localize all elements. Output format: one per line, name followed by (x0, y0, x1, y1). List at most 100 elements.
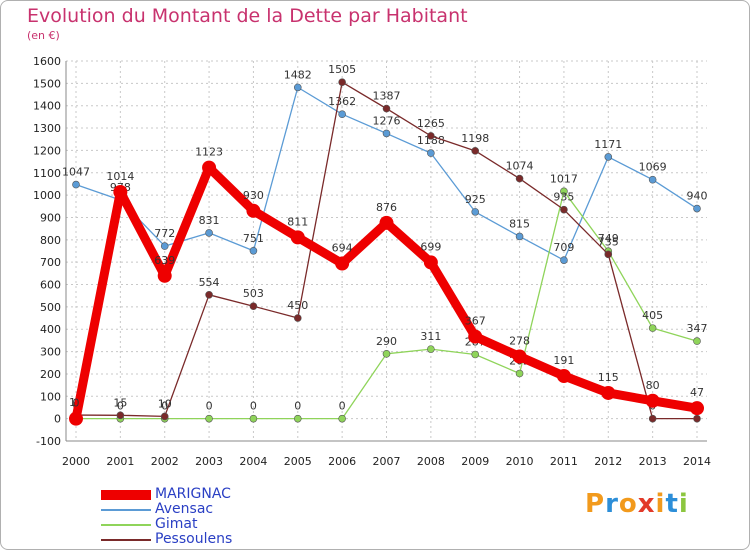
data-point-marignac (113, 184, 128, 199)
y-tick-label: 200 (40, 368, 61, 381)
data-label-marignac: 876 (376, 201, 397, 214)
proxiti-logo: Proxiti (585, 489, 689, 519)
y-tick-label: 1000 (33, 189, 61, 202)
data-label-gimat: 0 (161, 400, 168, 413)
legend-label: Avensac (155, 501, 214, 517)
data-point-gimat (648, 324, 657, 332)
data-point-pessoulens (560, 205, 568, 214)
legend-swatch (101, 508, 151, 511)
data-label-marignac: 930 (243, 189, 264, 202)
data-label-avensac: 1188 (417, 134, 445, 147)
data-point-marignac (556, 368, 571, 383)
y-tick-label: 1200 (33, 144, 61, 157)
data-label-avensac: 1069 (639, 161, 667, 174)
data-label-marignac: 278 (509, 335, 530, 348)
data-label-gimat: 405 (642, 309, 663, 322)
data-point-marignac (290, 230, 305, 245)
data-point-avensac (604, 153, 613, 161)
legend-item-gimat: Gimat (101, 517, 232, 532)
data-point-gimat (382, 350, 391, 358)
data-point-avensac (160, 242, 169, 250)
data-point-gimat (471, 350, 480, 359)
data-point-gimat (338, 414, 346, 423)
data-label-pessoulens: 735 (598, 235, 619, 248)
data-label-avensac: 925 (465, 193, 486, 206)
data-label-gimat: 0 (339, 400, 346, 413)
data-point-pessoulens (382, 104, 391, 113)
data-label-marignac: 191 (553, 354, 574, 367)
x-tick-label: 2013 (639, 455, 667, 468)
data-label-marignac: 115 (598, 371, 619, 384)
x-tick-label: 2000 (62, 455, 90, 468)
x-tick-label: 2004 (239, 455, 267, 468)
data-label-marignac: 367 (465, 315, 486, 328)
data-label-gimat: 311 (420, 330, 441, 343)
data-label-avensac: 831 (199, 214, 220, 227)
data-point-pessoulens (693, 414, 701, 423)
data-point-avensac (427, 149, 435, 157)
data-label-pessoulens: 15 (113, 396, 127, 409)
data-point-avensac (560, 256, 568, 264)
data-point-gimat (693, 337, 701, 345)
legend-item-marignac: MARIGNAC (101, 487, 232, 502)
data-label-pessoulens: 554 (199, 276, 220, 289)
data-label-avensac: 1362 (328, 95, 356, 108)
data-label-pessoulens: 1265 (417, 117, 445, 130)
data-point-gimat (427, 345, 435, 353)
unit-label: (en €) (27, 29, 60, 42)
data-point-avensac (648, 175, 657, 184)
data-point-gimat (205, 414, 213, 423)
data-point-marignac (69, 411, 83, 426)
legend-label: Gimat (155, 516, 198, 532)
y-tick-label: 900 (40, 211, 61, 224)
y-tick-label: -100 (36, 435, 61, 448)
data-label-gimat: 0 (250, 400, 257, 413)
data-point-avensac (471, 208, 480, 216)
data-label-pessoulens: 450 (287, 299, 308, 312)
y-tick-label: 1600 (33, 55, 61, 68)
data-label-marignac: 639 (154, 254, 175, 267)
data-label-marignac: 1123 (195, 146, 223, 159)
data-label-avensac: 772 (154, 227, 175, 240)
data-point-avensac (693, 204, 701, 213)
data-label-marignac: 47 (690, 386, 704, 399)
y-tick-label: 800 (40, 234, 61, 247)
x-tick-label: 2012 (594, 455, 622, 468)
legend-swatch (101, 523, 151, 526)
legend-label: Pessoulens (155, 531, 233, 547)
data-label-pessoulens: 1505 (328, 63, 356, 76)
data-point-marignac (690, 401, 704, 416)
legend-swatch (101, 538, 151, 541)
data-label-gimat: 0 (206, 400, 213, 413)
data-point-marignac (202, 160, 217, 175)
x-tick-label: 2006 (328, 455, 356, 468)
y-tick-label: 700 (40, 256, 61, 269)
data-point-pessoulens (116, 411, 125, 420)
data-point-pessoulens (293, 314, 302, 322)
data-point-pessoulens (249, 302, 258, 311)
data-label-gimat: 347 (687, 322, 708, 335)
data-point-marignac (468, 329, 483, 344)
data-point-pessoulens (604, 250, 613, 259)
y-tick-label: 100 (40, 390, 61, 403)
x-tick-label: 2008 (417, 455, 445, 468)
data-point-pessoulens (515, 174, 524, 183)
data-point-marignac (512, 349, 527, 364)
data-point-avensac (72, 180, 80, 189)
y-tick-label: 1500 (33, 77, 61, 90)
data-label-gimat: 0 (294, 400, 301, 413)
data-label-avensac: 815 (509, 217, 530, 230)
data-point-marignac (246, 203, 261, 218)
data-label-marignac: 699 (420, 240, 441, 253)
data-point-pessoulens (160, 412, 169, 421)
data-point-gimat (249, 414, 258, 423)
y-tick-label: 1100 (33, 167, 61, 180)
data-label-marignac: 0 (73, 397, 80, 410)
data-label-avensac: 751 (243, 232, 264, 245)
data-label-gimat: 0 (117, 400, 124, 413)
data-point-avensac (382, 129, 391, 138)
y-tick-label: 400 (40, 323, 61, 336)
data-label-pessoulens: 1198 (461, 132, 489, 145)
